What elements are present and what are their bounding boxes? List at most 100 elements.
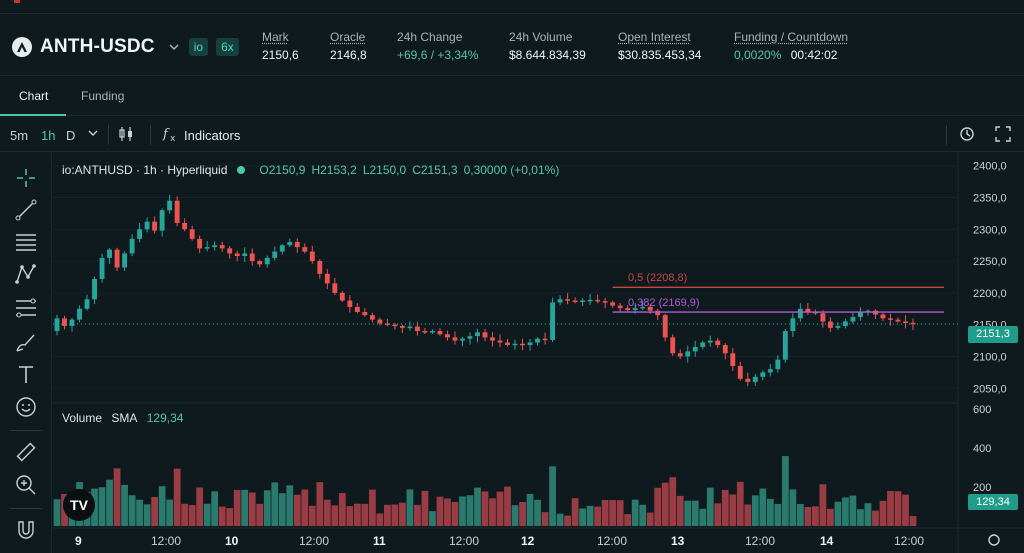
candle [279, 245, 285, 252]
chevron-down-icon[interactable] [86, 126, 100, 140]
volume-bar [849, 495, 857, 526]
volume-bar [579, 508, 586, 526]
crosshair-icon[interactable] [14, 166, 38, 190]
text-tool-icon[interactable] [14, 362, 38, 386]
tradingview-logo-icon[interactable]: TV [63, 489, 95, 521]
candle [497, 340, 503, 343]
candle [647, 306, 653, 311]
candle [219, 245, 225, 249]
stat-mark: Mark 2150,6 [262, 30, 299, 62]
volume-bar [218, 506, 226, 526]
candle [309, 251, 315, 262]
candle [482, 332, 488, 338]
fullscreen-icon[interactable] [994, 125, 1012, 143]
chart-area[interactable]: 2400,02350,02300,02250,02200,02150,02100… [53, 153, 1024, 553]
time-tick-label: 12:00 [745, 534, 775, 548]
volume-bar [196, 487, 204, 526]
visibility-icon[interactable] [237, 166, 246, 174]
candle [550, 302, 556, 340]
volume-bar [744, 504, 752, 526]
trend-line-icon[interactable] [14, 198, 38, 222]
alert-clock-icon[interactable] [959, 125, 977, 143]
candle [520, 343, 525, 346]
emoji-icon[interactable] [14, 395, 38, 419]
volume-bar [474, 487, 481, 526]
volume-bar [353, 503, 361, 526]
timeframe-5m[interactable]: 5m [10, 128, 29, 143]
pair-selector[interactable]: ANTH-USDC io 6x [12, 36, 239, 58]
candle [677, 353, 683, 357]
horizontal-lines-icon[interactable] [14, 230, 38, 254]
candle [272, 251, 278, 258]
volume-bar [233, 489, 241, 526]
volume-bar [271, 482, 279, 526]
volume-bar [151, 497, 158, 526]
candle [895, 319, 901, 322]
volume-bar [601, 499, 609, 526]
candle [392, 324, 398, 327]
timeframe-1h[interactable]: 1h [41, 128, 56, 143]
volume-bar [323, 499, 331, 526]
candle [212, 245, 218, 248]
candle [557, 299, 563, 303]
stat-oracle-label[interactable]: Oracle [330, 30, 366, 44]
stat-24h-volume-value: $8.644.834,39 [509, 48, 586, 62]
stat-24h-change-label[interactable]: 24h Change [397, 30, 463, 44]
volume-bar [121, 484, 128, 526]
tab-funding[interactable]: Funding [81, 89, 125, 103]
magnet-icon[interactable] [14, 518, 38, 542]
time-tick-label: 12 [521, 534, 535, 548]
candle [114, 249, 120, 268]
candle [54, 318, 60, 332]
timeframe-d[interactable]: D [66, 128, 76, 143]
settings-gear-icon[interactable] [988, 534, 1000, 546]
volume-bar [421, 490, 429, 526]
time-tick-label: 10 [225, 534, 239, 548]
volume-bar [676, 495, 684, 526]
candle [670, 337, 676, 354]
brush-icon[interactable] [14, 330, 38, 354]
candle [159, 210, 165, 231]
volume-bar [894, 491, 902, 526]
volume-bar [834, 501, 842, 526]
zoom-in-icon[interactable] [14, 473, 38, 497]
stat-24h-volume-label[interactable]: 24h Volume [509, 30, 573, 44]
volume-bar [466, 495, 474, 526]
volume-bar [166, 499, 174, 526]
candle [137, 229, 143, 239]
candle [332, 283, 338, 293]
toolbar-divider [946, 125, 947, 145]
stat-funding-label[interactable]: Funding / Countdown [734, 30, 849, 44]
time-tick-label: 11 [373, 534, 386, 548]
candle-type-icon[interactable] [117, 125, 135, 143]
price-tick-label: 2350,0 [973, 193, 1007, 205]
stat-open-interest-label[interactable]: Open Interest [618, 30, 691, 44]
candlestick-chart[interactable]: 2400,02350,02300,02250,02200,02150,02100… [53, 153, 1024, 553]
price-tick-label: 2200,0 [973, 288, 1007, 300]
candle [122, 253, 128, 268]
indicators-button[interactable]: Indicators [184, 128, 241, 143]
last-price-tag: 2151,3 [968, 326, 1018, 343]
volume-bar [534, 499, 541, 526]
pattern-icon[interactable] [14, 262, 38, 286]
ohlc-close: C2151,3 [412, 163, 458, 177]
anth-logo-icon [12, 37, 32, 57]
volume-bar [489, 498, 496, 526]
candle [422, 331, 428, 333]
time-tick-label: 14 [820, 534, 834, 548]
tab-chart[interactable]: Chart [19, 89, 49, 103]
fib-retracement-icon[interactable] [14, 296, 38, 320]
volume-sma-tag: 129,34 [968, 494, 1018, 510]
candle [249, 253, 255, 262]
chart-tabs: Chart Funding [0, 76, 1024, 116]
ruler-icon[interactable] [14, 440, 38, 464]
volume-bar [842, 497, 849, 526]
chevron-down-icon[interactable] [167, 40, 181, 54]
candle [632, 308, 638, 311]
volume-bar [909, 516, 917, 526]
stat-mark-label[interactable]: Mark [262, 30, 289, 44]
candle [835, 325, 841, 328]
stat-mark-value: 2150,6 [262, 48, 299, 62]
candle [257, 261, 263, 265]
